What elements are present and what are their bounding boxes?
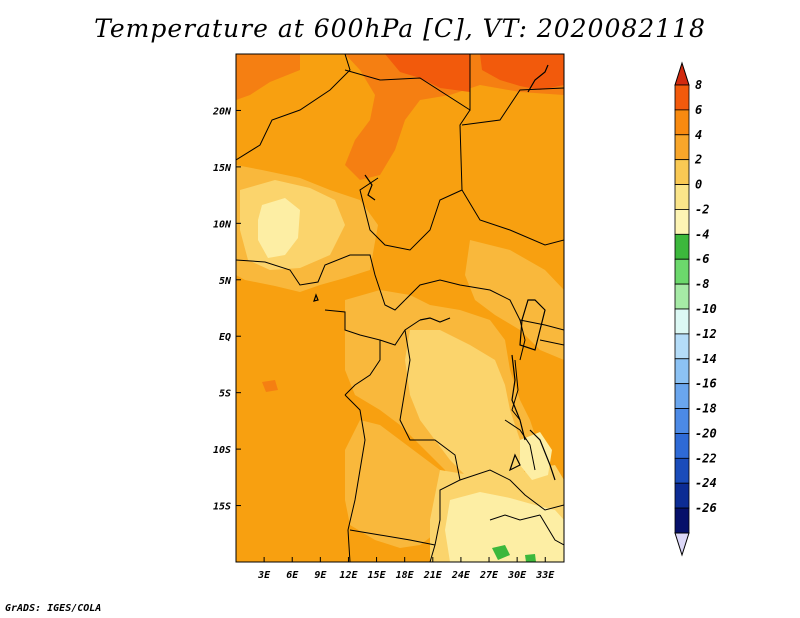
field-4-to-6-dot <box>262 380 278 392</box>
field-4-to-6-west <box>236 54 300 100</box>
colorbar-label: -22 <box>695 451 717 465</box>
field-m6-to-m4-patch-2 <box>525 554 536 562</box>
x-tick-label: 12E <box>339 570 358 581</box>
colorbar-bin <box>674 84 690 111</box>
country-borders <box>236 54 564 562</box>
colorbar-bin <box>674 507 690 534</box>
x-tick-label: 15E <box>368 570 387 581</box>
x-axis-ticks: 3E 6E 9E 12E 15E 18E 21E 24E 27E 30E 33E <box>257 557 555 581</box>
colorbar-label: -8 <box>695 277 709 291</box>
x-tick-label: 33E <box>535 570 555 581</box>
colorbar-label: -14 <box>695 352 717 366</box>
field-0-to-2-east <box>465 240 564 360</box>
colorbar-bin <box>674 283 690 310</box>
x-tick-label: 6E <box>286 570 299 581</box>
colorbar-label: -6 <box>695 252 709 266</box>
map-frame <box>235 53 565 563</box>
field-m6-to-m4-patch <box>492 545 510 560</box>
field-6-to-8-northeast <box>480 54 564 90</box>
colorbar-top-arrow <box>674 61 690 86</box>
field-m2-to-0-congo <box>405 330 530 490</box>
x-tick-label: 21E <box>423 570 443 581</box>
y-tick-label: 15S <box>213 502 231 513</box>
field-m4-to-m2-guinea <box>258 198 300 258</box>
field-4-to-6-north <box>345 54 564 180</box>
colorbar-bottom-arrow <box>674 532 690 557</box>
colorbar-label: -18 <box>695 402 717 416</box>
colorbar-bin <box>674 383 690 409</box>
map-title: Temperature at 600hPa [C], VT: 202008211… <box>94 14 706 43</box>
colorbar-bin <box>674 433 690 459</box>
y-tick-label: 20N <box>212 106 232 117</box>
colorbar-bin <box>674 109 690 136</box>
colorbar-label: -12 <box>695 327 717 341</box>
y-tick-label: 10S <box>213 445 231 456</box>
colorbar-label: -16 <box>695 377 717 391</box>
x-tick-label: 30E <box>507 570 527 581</box>
y-axis-ticks: 20N 15N 10N 5N EQ 5S 10S 15S <box>212 106 241 513</box>
colorbar-label: -24 <box>695 476 717 490</box>
colorbar-label: -26 <box>695 501 717 515</box>
colorbar-label: -2 <box>695 202 709 216</box>
colorbar-bin <box>674 482 690 509</box>
colorbar-label: -20 <box>695 426 717 440</box>
colorbar-bin <box>674 457 690 484</box>
field-0-to-2-south <box>345 420 450 548</box>
colorbar-bin <box>674 134 690 161</box>
colorbar-bin <box>674 308 690 335</box>
field-6-to-8-north <box>385 54 470 92</box>
colorbar-label: 0 <box>695 178 702 192</box>
x-tick-label: 9E <box>314 570 327 581</box>
colorbar-label: 6 <box>695 103 702 117</box>
y-tick-label: 10N <box>213 219 232 230</box>
x-tick-label: 3E <box>257 570 271 581</box>
colorbar-bin <box>674 209 690 235</box>
colorbar-bin <box>674 408 690 434</box>
x-tick-label: 27E <box>479 570 499 581</box>
colorbar-bin <box>674 233 690 260</box>
y-tick-label: EQ <box>219 332 231 343</box>
colorbar: 8 6 4 2 0 -2 -4 -6 -8 -10 -12 -14 -16 -18 -20 -22 -24 -26 <box>674 61 717 557</box>
colorbar-label: 2 <box>694 153 702 167</box>
colorbar-label: -10 <box>695 302 717 316</box>
y-tick-label: 5S <box>219 389 231 400</box>
colorbar-label: -4 <box>695 227 709 241</box>
map-plot-area <box>236 54 564 562</box>
colorbar-bin <box>674 333 690 360</box>
colorbar-bin <box>674 258 690 285</box>
x-tick-label: 24E <box>451 570 471 581</box>
coastlines-lakes <box>313 64 556 481</box>
field-m4-to-m2-east <box>520 432 552 480</box>
colorbar-bin <box>674 184 690 210</box>
footer-credit: GrADS: IGES/COLA <box>5 603 102 614</box>
field-m4-to-m2-zambia <box>445 492 564 562</box>
y-tick-label: 5N <box>219 276 232 287</box>
colorbar-label: 8 <box>695 78 702 92</box>
colorbar-bin <box>674 358 690 385</box>
colorbar-bin <box>674 159 690 185</box>
colorbar-label: 4 <box>695 128 702 142</box>
y-tick-label: 15N <box>213 163 232 174</box>
x-tick-label: 18E <box>396 570 415 581</box>
